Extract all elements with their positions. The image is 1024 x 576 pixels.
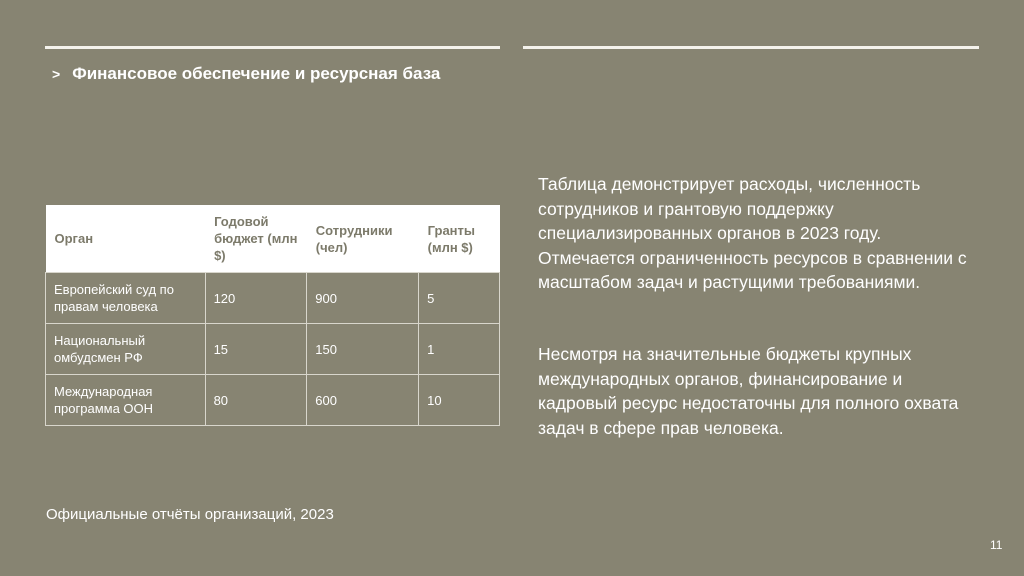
table-row: Европейский суд по правам человека 120 9… (45, 272, 500, 324)
header-cell: Годовой бюджет (млн $) (205, 205, 307, 273)
table-cell: Международная программа ООН (45, 374, 206, 426)
slide-title-text: Финансовое обеспечение и ресурсная база (72, 64, 441, 83)
resources-table: Орган Годовой бюджет (млн $) Сотрудники … (45, 205, 500, 426)
table-cell: 1 (418, 323, 500, 375)
header-cell: Орган (45, 205, 206, 273)
paragraph-1: Таблица демонстрирует расходы, численнос… (538, 174, 967, 292)
table-cell: 15 (204, 323, 308, 375)
table-row: Национальный омбудсмен РФ 15 150 1 (45, 323, 500, 375)
source-note: Официальные отчёты организаций, 2023 (46, 506, 334, 523)
table-cell: 120 (204, 272, 308, 324)
table-cell: 900 (306, 272, 420, 324)
table-cell: 5 (418, 272, 500, 324)
header-cell: Сотрудники (чел) (306, 205, 419, 273)
slide-title: > Финансовое обеспечение и ресурсная база (52, 64, 440, 84)
table-cell: 150 (306, 323, 420, 375)
table-cell: Национальный омбудсмен РФ (45, 323, 206, 375)
table-row: Международная программа ООН 80 600 10 (45, 374, 500, 426)
paragraph-2: Несмотря на значительные бюджеты крупных… (538, 344, 959, 438)
table-cell: 80 (204, 374, 308, 426)
top-rule-left (45, 46, 500, 49)
chevron-icon: > (52, 66, 61, 82)
table-header-row: Орган Годовой бюджет (млн $) Сотрудники … (45, 205, 500, 273)
page-number: 11 (990, 538, 1003, 552)
table-cell: Европейский суд по правам человека (45, 272, 206, 324)
table-cell: 10 (418, 374, 500, 426)
header-cell: Гранты (млн $) (418, 205, 500, 273)
top-rule-right (523, 46, 979, 49)
table-cell: 600 (306, 374, 420, 426)
